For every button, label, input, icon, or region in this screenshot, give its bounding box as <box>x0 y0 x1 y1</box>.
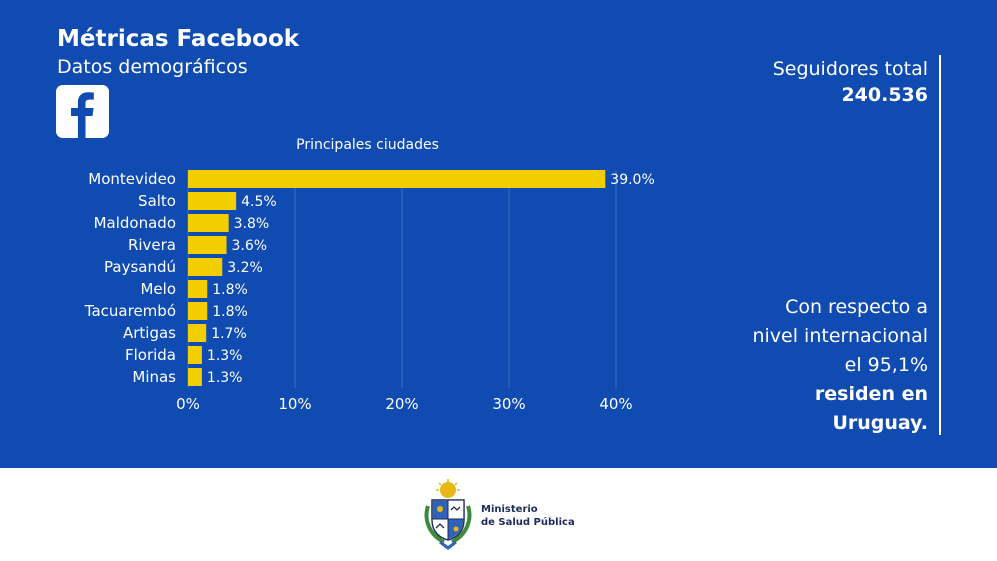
followers-value: 240.536 <box>841 84 928 106</box>
category-label: Paysandú <box>104 258 176 276</box>
x-tick-label: 0% <box>176 395 200 413</box>
bar <box>188 170 606 188</box>
value-label: 1.3% <box>207 348 243 364</box>
note-line-1: Con respecto a <box>785 296 928 318</box>
category-label: Minas <box>132 368 176 386</box>
value-label: 1.7% <box>211 326 247 342</box>
bar <box>188 302 208 320</box>
note-line-3: el 95,1% <box>844 354 928 376</box>
chart-labels: 0% 10% 20% 30% 40% Montevideo 39.0% Salto 4.5% Ma… <box>84 170 655 413</box>
page-title: Métricas Facebook <box>57 26 300 52</box>
value-label: 1.8% <box>212 304 248 320</box>
note-line-4: residen en <box>814 383 928 405</box>
bar <box>188 280 208 298</box>
category-label: Florida <box>125 346 176 364</box>
chart-bars <box>188 170 606 386</box>
value-label: 3.8% <box>234 216 270 232</box>
followers-label: Seguidores total <box>772 58 928 80</box>
category-label: Melo <box>140 280 176 298</box>
x-tick-label: 10% <box>278 395 311 413</box>
followers-block: Seguidores total 240.536 <box>773 56 928 108</box>
ministry-name: Ministerio de Salud Pública <box>481 503 575 529</box>
ministry-line-2: de Salud Pública <box>481 517 575 528</box>
value-label: 3.6% <box>232 238 268 254</box>
page-subtitle: Datos demográficos <box>57 56 248 78</box>
bar <box>188 214 229 232</box>
vertical-divider <box>939 55 941 435</box>
category-label: Maldonado <box>94 214 176 232</box>
value-label: 1.3% <box>207 370 243 386</box>
category-label: Rivera <box>128 236 176 254</box>
value-label: 3.2% <box>227 260 263 276</box>
note-line-2: nivel internacional <box>752 325 928 347</box>
category-label: Montevideo <box>88 170 176 188</box>
x-tick-label: 40% <box>599 395 632 413</box>
bar <box>188 324 207 342</box>
note-line-5: Uruguay. <box>832 412 928 434</box>
cities-bar-chart: 0% 10% 20% 30% 40% Montevideo 39.0% Salto 4.5% Ma… <box>84 170 655 413</box>
ministry-line-1: Ministerio <box>481 504 538 515</box>
bar <box>188 368 202 386</box>
category-label: Tacuarembó <box>84 302 176 320</box>
bar <box>188 258 223 276</box>
bar <box>188 192 237 210</box>
x-tick-label: 30% <box>492 395 525 413</box>
bar <box>188 346 202 364</box>
chart-title: Principales ciudades <box>296 137 439 153</box>
value-label: 39.0% <box>610 172 654 188</box>
value-label: 1.8% <box>212 282 248 298</box>
content-panel: Métricas Facebook Datos demográficos Pri… <box>0 0 997 468</box>
international-note: Con respecto a nivel internacional el 95… <box>752 293 928 438</box>
category-label: Artigas <box>123 324 176 342</box>
x-tick-label: 20% <box>385 395 418 413</box>
coat-of-arms-icon <box>420 478 476 550</box>
value-label: 4.5% <box>241 194 277 210</box>
category-label: Salto <box>138 192 176 210</box>
facebook-logo-icon <box>56 85 109 138</box>
bar <box>188 236 227 254</box>
